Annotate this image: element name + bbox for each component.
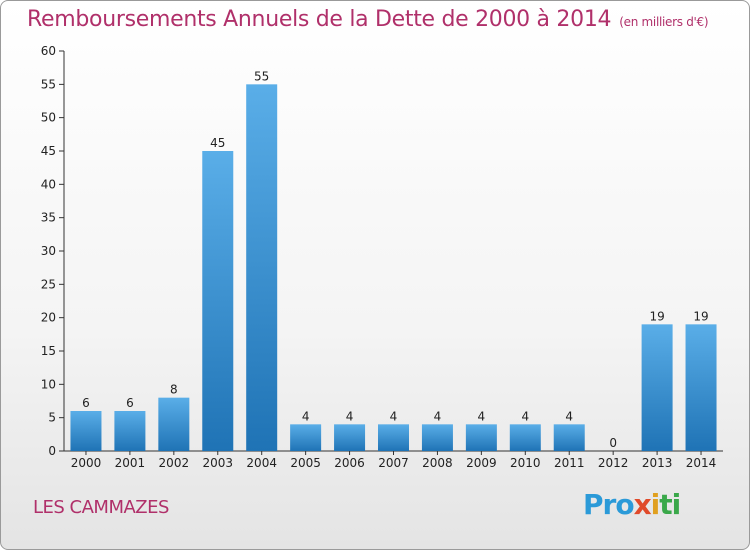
y-tick-label: 35 [41, 211, 56, 225]
logo-part-2: x [633, 488, 652, 521]
x-tick-label: 2011 [554, 456, 585, 470]
bar-2010 [509, 424, 541, 451]
y-tick-label: 25 [41, 277, 56, 291]
x-tick-label: 2006 [334, 456, 365, 470]
x-tick-label: 2000 [71, 456, 102, 470]
x-tick-label: 2010 [510, 456, 541, 470]
y-tick-label: 45 [41, 144, 56, 158]
y-tick-label: 30 [41, 244, 56, 258]
y-tick-label: 60 [41, 44, 56, 58]
bar-2013 [641, 324, 673, 451]
y-tick-label: 5 [48, 411, 56, 425]
y-tick-label: 10 [41, 377, 56, 391]
y-tick-label: 55 [41, 77, 56, 91]
x-tick-label: 2001 [115, 456, 146, 470]
chart-title-text: Remboursements Annuels de la Dette de 20… [27, 7, 612, 32]
chart-unit: (en milliers d'€) [619, 15, 709, 29]
y-tick-label: 20 [41, 311, 56, 325]
y-tick-label: 40 [41, 177, 56, 191]
bar-2000 [70, 411, 102, 451]
value-label-2007: 4 [390, 409, 398, 423]
bar-2007 [378, 424, 409, 451]
value-label-2009: 4 [478, 409, 486, 423]
bar-2003 [202, 151, 234, 451]
value-label-2004: 55 [254, 69, 269, 83]
logo-part-3: i [650, 488, 661, 521]
x-tick-label: 2008 [422, 456, 453, 470]
y-tick-label: 50 [41, 111, 56, 125]
bar-2008 [421, 424, 453, 451]
x-tick-label: 2002 [159, 456, 190, 470]
y-tick-label: 0 [48, 444, 56, 458]
bars: 6 6 8 45 55 4 4 4 4 4 4 4 0 19 19 [70, 69, 717, 451]
bar-2001 [114, 411, 146, 451]
value-label-2011: 4 [565, 409, 573, 423]
value-label-2001: 6 [126, 396, 134, 410]
bar-2006 [334, 424, 366, 451]
bar-2005 [290, 424, 322, 451]
commune-name: LES CAMMAZES [33, 497, 169, 518]
logo-part-4: ti [659, 488, 681, 521]
x-tick-label: 2014 [686, 456, 717, 470]
y-tick-label: 15 [41, 344, 56, 358]
x-tick-label: 2012 [598, 456, 629, 470]
x-tick-label: 2009 [466, 456, 497, 470]
value-label-2010: 4 [521, 409, 529, 423]
bar-2009 [465, 424, 497, 451]
x-tick-label: 2007 [378, 456, 409, 470]
value-label-2008: 4 [434, 409, 442, 423]
x-tick-label: 2003 [202, 456, 233, 470]
value-label-2013: 19 [649, 309, 664, 323]
bar-2011 [553, 424, 585, 451]
value-label-2006: 4 [346, 409, 354, 423]
value-label-2012: 0 [609, 436, 617, 450]
x-tick-label: 2004 [246, 456, 277, 470]
bar-2004 [246, 84, 278, 451]
bar-2002 [158, 397, 190, 451]
value-label-2003: 45 [210, 136, 225, 150]
chart-title: Remboursements Annuels de la Dette de 20… [27, 7, 709, 32]
value-label-2000: 6 [82, 396, 90, 410]
bar-2014 [685, 324, 717, 451]
value-label-2005: 4 [302, 409, 310, 423]
proxiti-logo: Proxiti [583, 488, 681, 521]
value-label-2014: 19 [693, 309, 708, 323]
logo-part-1: Pro [583, 488, 635, 521]
x-tick-label: 2005 [290, 456, 321, 470]
x-tick-label: 2013 [642, 456, 673, 470]
value-label-2002: 8 [170, 383, 178, 397]
